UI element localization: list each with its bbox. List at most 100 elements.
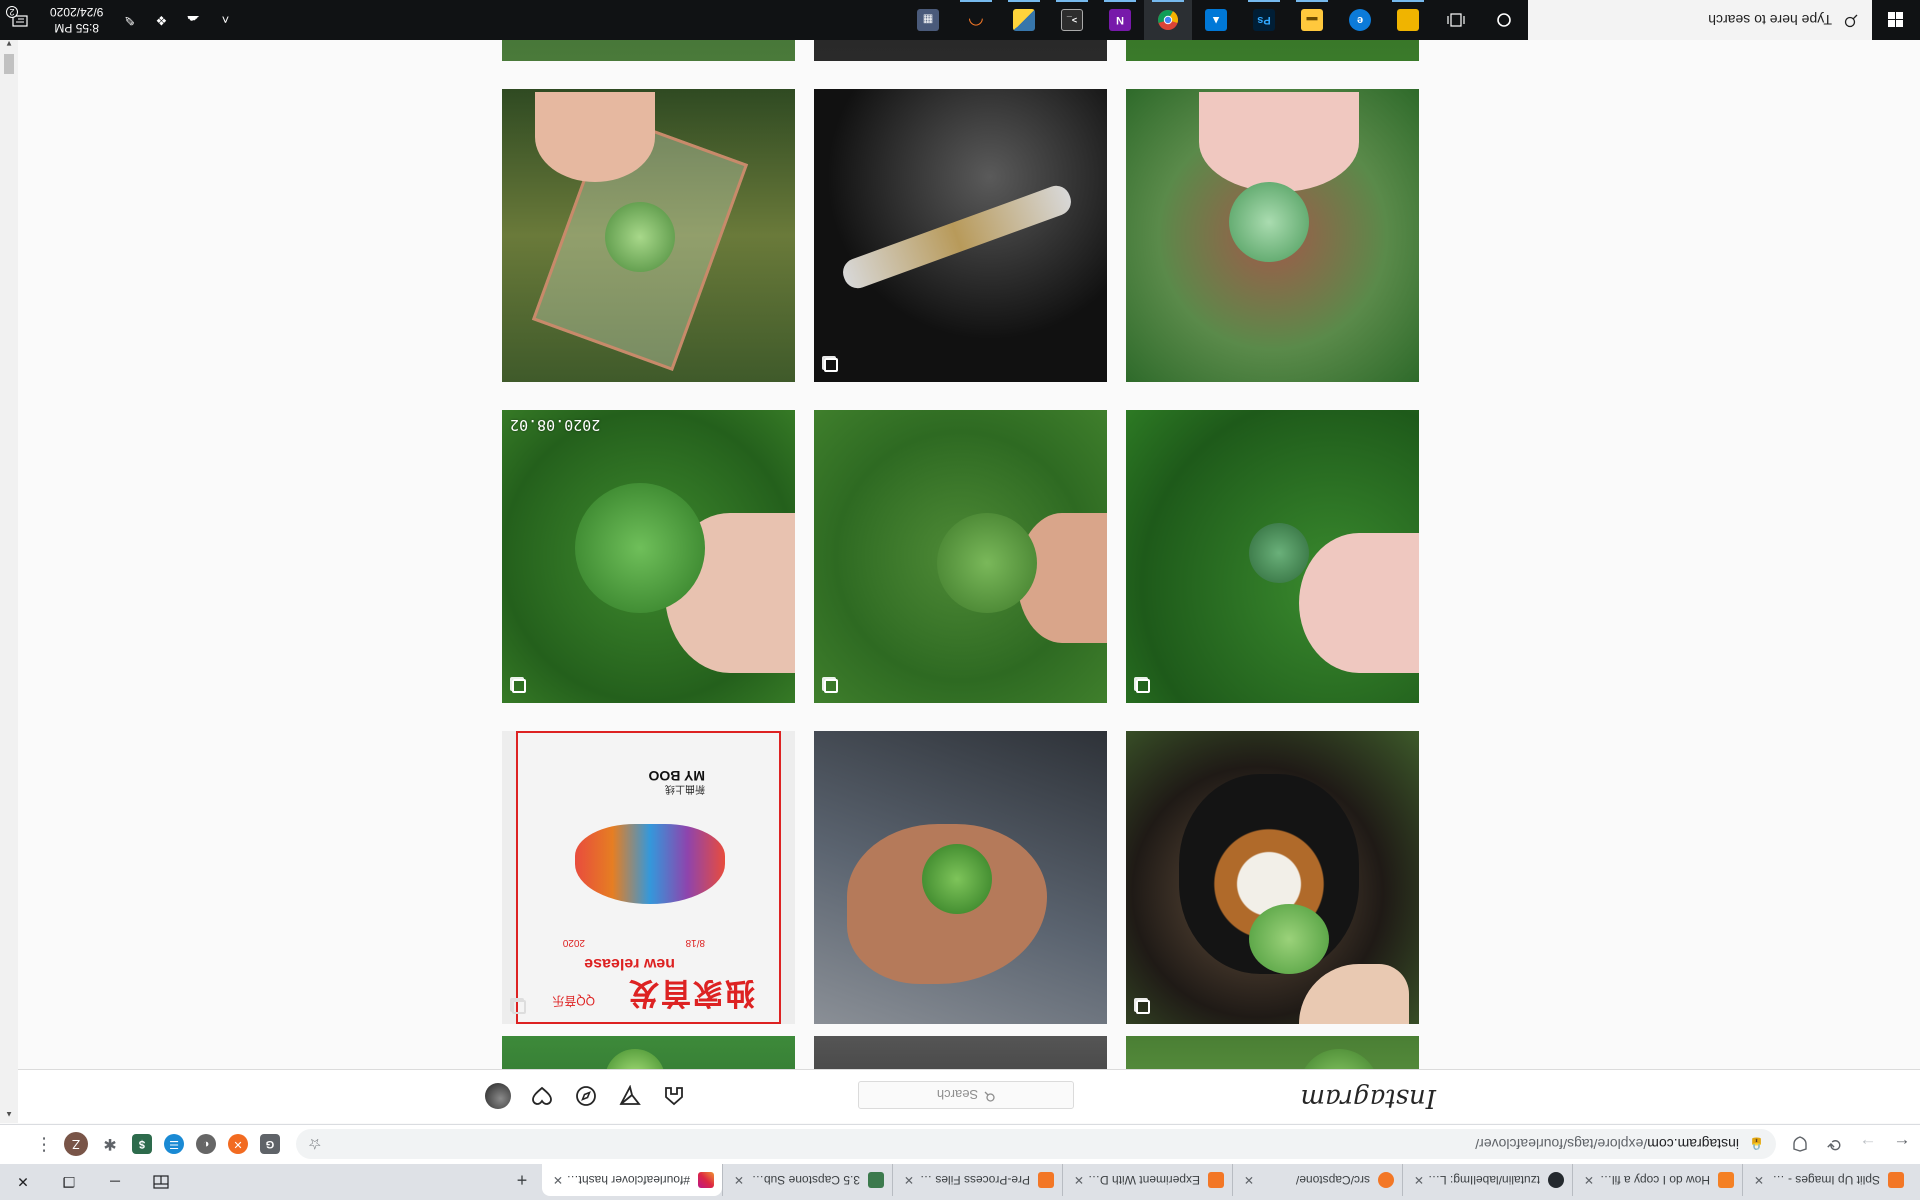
profile-avatar-icon[interactable] <box>485 1083 511 1109</box>
jupyter-app-icon[interactable]: ◠ <box>952 0 1000 40</box>
explore-compass-icon[interactable] <box>573 1083 599 1109</box>
photo-tile[interactable] <box>814 1036 1107 1069</box>
browser-tab[interactable]: Pre-Process Files - Jupyter ✕ <box>892 1164 1062 1196</box>
tab-title: src/Capstone/ <box>1295 1173 1370 1187</box>
photo-tile[interactable]: 独家首发 QQ音乐 new release 2020 8/18 新曲上线 MY … <box>502 731 795 1024</box>
photo-tile[interactable] <box>1126 89 1419 382</box>
new-tab-button[interactable]: + <box>516 1170 528 1191</box>
browser-tab-active[interactable]: #fourleafclover hashtag on ✕ <box>542 1164 722 1196</box>
close-tab-icon[interactable]: ✕ <box>1583 1173 1595 1187</box>
jupyter-favicon-icon <box>1378 1172 1394 1188</box>
close-tab-icon[interactable]: ✕ <box>1753 1173 1765 1187</box>
close-tab-icon[interactable]: ✕ <box>552 1173 564 1187</box>
bookmark-star-icon[interactable]: ☆ <box>308 1135 322 1153</box>
photo-tile[interactable] <box>814 89 1107 382</box>
extension-circle-icon[interactable]: ◐ <box>196 1134 216 1155</box>
python-app-icon[interactable] <box>1000 0 1048 40</box>
carousel-badge-icon <box>824 358 838 372</box>
browser-tab[interactable]: How do I copy a file in Pyth ✕ <box>1572 1164 1742 1196</box>
terminal-app-icon[interactable]: >_ <box>1048 0 1096 40</box>
poster-brand: QQ音乐 <box>552 994 595 1008</box>
hand-graphic <box>1299 533 1419 673</box>
photo-tile[interactable] <box>1126 731 1419 1024</box>
search-icon <box>1844 12 1858 29</box>
direct-messages-icon[interactable] <box>617 1083 643 1109</box>
edge-app-icon[interactable]: e <box>1336 0 1384 40</box>
url-host: instagram.com <box>1647 1136 1740 1153</box>
show-hidden-icons-chevron-icon[interactable]: ˄ <box>221 12 230 28</box>
taskbar-search-box[interactable]: Type here to search <box>1528 0 1872 40</box>
photos-app-icon[interactable]: ▲ <box>1192 0 1240 40</box>
extension-blue-icon[interactable]: ☰ <box>164 1134 184 1155</box>
extension-g-icon[interactable]: G <box>260 1134 280 1155</box>
browser-menu-icon[interactable]: ⋮ <box>35 1135 53 1155</box>
onedrive-cloud-icon[interactable]: ☁ <box>186 13 200 28</box>
browser-tab[interactable]: Experiment With Different ✕ <box>1062 1164 1232 1196</box>
back-button[interactable]: ← <box>1893 1135 1911 1155</box>
address-bar[interactable]: 🔒 instagram.com /explore/tags/fourleafcl… <box>296 1129 1776 1160</box>
close-tab-icon[interactable]: ✕ <box>1243 1173 1255 1187</box>
clover-graphic <box>605 1049 665 1069</box>
browser-tab[interactable]: tzutalin/labelImg: Label ✕ <box>1402 1164 1572 1196</box>
instagram-search-input[interactable]: Search <box>858 1081 1074 1109</box>
tab-search-icon[interactable] <box>138 1164 184 1200</box>
action-center-icon[interactable]: 2 <box>0 0 40 40</box>
task-view-icon[interactable] <box>1432 0 1480 40</box>
onenote-app-icon[interactable]: N <box>1096 0 1144 40</box>
forward-button[interactable]: → <box>1859 1135 1877 1155</box>
taskbar-clock[interactable]: 8:55 PM 9/24/2020 <box>50 4 103 36</box>
start-button[interactable] <box>1872 0 1920 40</box>
instagram-logo[interactable]: Instagram <box>1300 1083 1436 1113</box>
window-controls: ─ ❐ ✕ <box>0 1164 184 1200</box>
cortana-icon[interactable] <box>1480 0 1528 40</box>
clover-graphic <box>922 844 992 914</box>
calculator-app-icon[interactable]: ▦ <box>904 0 952 40</box>
minimize-button[interactable]: ─ <box>110 1174 120 1190</box>
pen-icon[interactable]: ✎ <box>123 13 135 28</box>
photo-date-caption: 2020.08.02 <box>510 416 601 434</box>
photoshop-app-icon[interactable]: Ps <box>1240 0 1288 40</box>
home-icon[interactable] <box>661 1083 687 1109</box>
restore-button[interactable]: ❐ <box>62 1174 76 1191</box>
close-tab-icon[interactable]: ✕ <box>1073 1173 1085 1187</box>
profile-avatar[interactable]: Z <box>64 1132 88 1157</box>
poster-release: new release <box>584 955 675 972</box>
extension-green-icon[interactable]: $ <box>132 1134 152 1155</box>
tab-title: tzutalin/labelImg: Label <box>1427 1173 1540 1187</box>
file-explorer-app-icon[interactable]: ▬ <box>1288 0 1336 40</box>
browser-tab[interactable]: src/Capstone/ ✕ <box>1232 1164 1402 1196</box>
close-tab-icon[interactable]: ✕ <box>903 1173 915 1187</box>
reload-button[interactable]: ⟳ <box>1826 1135 1842 1155</box>
windows-logo-icon <box>1888 12 1904 28</box>
photo-tile[interactable] <box>1126 1036 1419 1069</box>
tab-title: Split Up Images - Jupyter N <box>1767 1173 1880 1187</box>
scroll-up-arrow-icon[interactable]: ▲ <box>5 1110 13 1120</box>
extensions-puzzle-icon[interactable]: ✱ <box>103 1135 117 1153</box>
photo-tile[interactable]: 2020.08.02 <box>502 410 795 703</box>
lock-icon[interactable]: 🔒 <box>1749 1137 1764 1152</box>
close-tab-icon[interactable]: ✕ <box>1413 1173 1425 1187</box>
close-window-button[interactable]: ✕ <box>17 1174 29 1191</box>
close-tab-icon[interactable]: ✕ <box>733 1173 745 1187</box>
clover-graphic <box>937 513 1037 613</box>
extension-orange-icon[interactable]: ✕ <box>228 1134 248 1155</box>
carousel-badge-icon <box>824 679 838 693</box>
tab-title: How do I copy a file in Pyth <box>1597 1173 1710 1187</box>
scrollbar-thumb[interactable] <box>4 54 14 74</box>
jupyter-favicon-icon <box>1038 1172 1054 1188</box>
photo-tile[interactable] <box>1126 410 1419 703</box>
photo-tile[interactable] <box>814 731 1107 1024</box>
photo-tile[interactable] <box>502 1036 795 1069</box>
shield-icon[interactable] <box>1784 1129 1816 1161</box>
photo-tile[interactable] <box>814 410 1107 703</box>
browser-tab[interactable]: Split Up Images - Jupyter N ✕ <box>1742 1164 1912 1196</box>
clock-time: 8:55 PM <box>54 21 100 35</box>
page-scrollbar[interactable]: ▲ ▼ <box>0 36 18 1123</box>
dropbox-icon[interactable]: ❖ <box>155 13 168 28</box>
activity-heart-icon[interactable] <box>529 1083 555 1109</box>
chrome-app-icon[interactable] <box>1144 0 1192 40</box>
store-app-icon[interactable] <box>1384 0 1432 40</box>
photo-tile[interactable] <box>502 89 795 382</box>
browser-tab[interactable]: 3.5 Capstone Submission - ✕ <box>722 1164 892 1196</box>
poster-year: 2020 <box>562 937 585 948</box>
